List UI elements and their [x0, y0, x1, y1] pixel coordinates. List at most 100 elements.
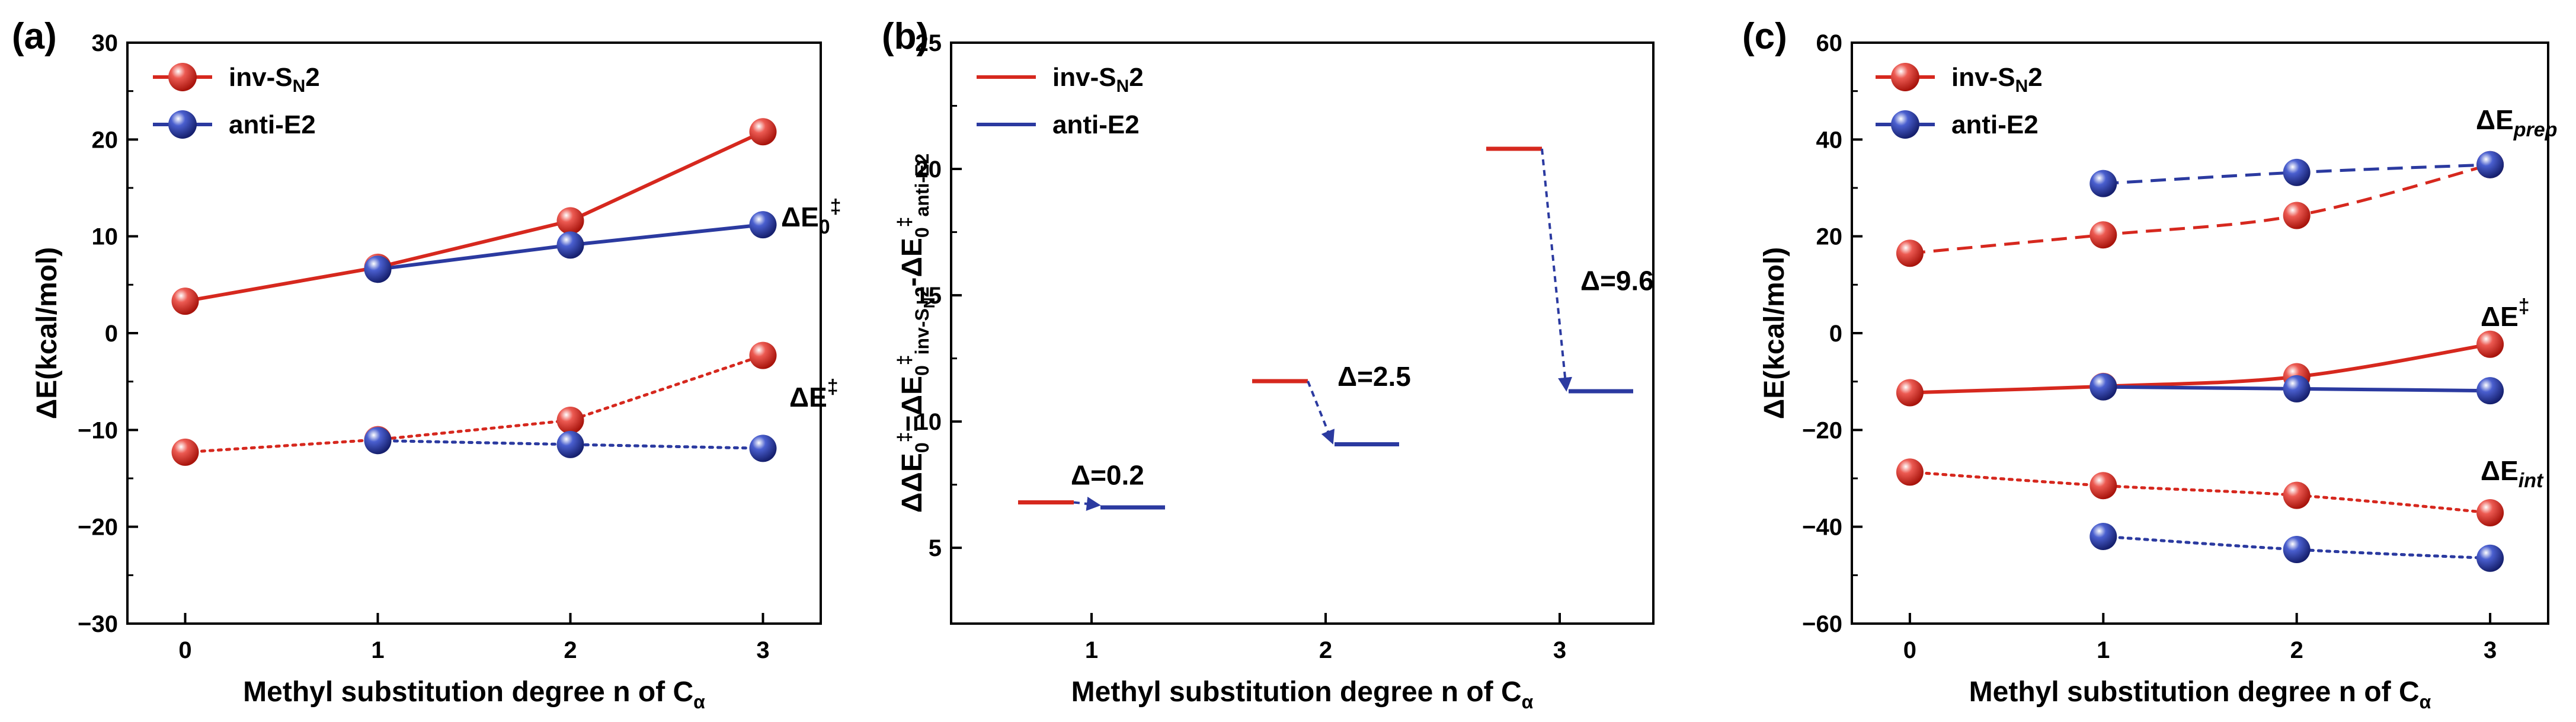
- legend-label-suffix: 2: [2028, 63, 2042, 92]
- data-point: [2283, 481, 2311, 509]
- x-tick-label: 2: [2290, 637, 2303, 663]
- annotation-sub: 0: [819, 216, 830, 238]
- legend-label-main: anti-E2: [1951, 110, 2039, 139]
- data-point: [364, 255, 392, 283]
- y-axis-title: ΔE(kcal/mol): [1759, 247, 1790, 420]
- x-axis-title-sub: α: [693, 691, 705, 713]
- legend-label-main: inv-S: [1951, 63, 2015, 92]
- y-axis-title-part: ‡: [894, 217, 915, 228]
- legend-label-main: anti-E2: [1052, 110, 1140, 139]
- data-point: [2283, 202, 2311, 229]
- data-point: [2476, 544, 2504, 572]
- series-annotation: ΔE‡: [789, 376, 839, 413]
- annotation-main: ΔE: [2481, 301, 2519, 332]
- legend-marker: [168, 110, 197, 139]
- delta-label: Δ=9.6: [1580, 266, 1654, 296]
- annotation-sub: int: [2519, 469, 2544, 492]
- x-tick-label: 3: [2484, 637, 2497, 663]
- legend-label-main: anti-E2: [229, 110, 316, 139]
- y-tick-label: −60: [1802, 611, 1842, 637]
- legend-label-sub: N: [293, 76, 306, 96]
- data-point: [2089, 221, 2117, 249]
- series-line: [184, 130, 764, 304]
- data-point: [749, 118, 777, 146]
- x-tick-label: 1: [2097, 637, 2110, 663]
- legend-label-main: inv-S: [229, 63, 293, 92]
- y-tick-label: 20: [1816, 224, 1843, 250]
- annotation-main: ΔE: [781, 202, 819, 232]
- data-point: [1896, 239, 1924, 267]
- x-axis-title: Methyl substitution degree n of Cα: [1969, 676, 2431, 713]
- legend-label: anti-E2: [1052, 110, 1140, 139]
- y-tick-label: 20: [916, 156, 942, 183]
- level-arrow: [1541, 148, 1573, 392]
- y-axis-title-part: 0: [911, 365, 933, 376]
- legend-label-sub: N: [1116, 76, 1129, 96]
- x-tick-label: 2: [1319, 637, 1332, 663]
- y-tick-label: 10: [92, 224, 119, 250]
- y-axis-title-part: 0: [911, 227, 933, 238]
- legend-marker: [1891, 63, 1919, 91]
- y-axis-title-part: ‡: [894, 354, 915, 365]
- y-tick-label: 40: [1816, 127, 1843, 153]
- y-tick-label: 30: [92, 30, 119, 56]
- annotation-main: ΔE: [789, 382, 827, 413]
- data-point: [1896, 379, 1924, 407]
- data-point: [171, 287, 199, 315]
- y-tick-label: −30: [78, 611, 118, 637]
- data-point: [2089, 523, 2117, 550]
- data-point: [2476, 330, 2504, 358]
- y-tick-label: −20: [78, 515, 118, 541]
- panel-c: (c) 0 1 2 3 −60 −40 −20 0 20 40 60 Methyl substituti…: [1742, 16, 2557, 713]
- data-point: [749, 211, 777, 239]
- x-axis-title-main: Methyl substitution degree n of C: [1071, 676, 1522, 708]
- y-axis-title-part: anti-E2: [911, 154, 933, 217]
- delta-label: Δ=0.2: [1071, 459, 1144, 490]
- y-tick-label: 0: [105, 321, 118, 347]
- annotation-sup: ‡: [2519, 295, 2530, 318]
- legend-label: anti-E2: [1951, 110, 2039, 139]
- legend-label: anti-E2: [229, 110, 316, 139]
- legend-marker: [1891, 110, 1919, 139]
- y-tick-label: 15: [916, 283, 942, 309]
- y-axis-title-part: inv-S: [911, 308, 933, 354]
- data-point: [2476, 151, 2504, 178]
- series-line: [1908, 470, 2492, 515]
- x-axis-title: Methyl substitution degree n of Cα: [243, 676, 705, 713]
- x-tick-label: 0: [1903, 637, 1916, 663]
- data-point: [556, 207, 584, 235]
- series-line: [1909, 163, 2491, 255]
- y-tick-label: 0: [1829, 321, 1842, 347]
- x-axis-title-sub: α: [1522, 691, 1534, 713]
- y-tick-label: −10: [78, 417, 118, 443]
- data-point: [556, 231, 584, 259]
- level-arrow: [1307, 381, 1335, 445]
- y-tick-label: 60: [1816, 30, 1843, 56]
- legend-marker: [168, 63, 197, 91]
- x-axis-title-sub: α: [2420, 691, 2431, 713]
- data-point: [2089, 472, 2117, 500]
- y-tick-label: 5: [929, 535, 942, 561]
- y-axis-title-part: ‡: [894, 432, 915, 443]
- y-axis-title: ΔΔE0‡=ΔE0‡inv-SN2-ΔE0‡anti-E2: [894, 154, 938, 513]
- series-annotation: ΔE‡: [2481, 295, 2530, 332]
- data-point: [556, 430, 584, 458]
- annotation-main: ΔE: [2476, 104, 2514, 135]
- data-point: [2283, 158, 2311, 186]
- legend-label-main: inv-S: [1052, 63, 1116, 92]
- panel-label: (c): [1742, 16, 1787, 57]
- legend-label: inv-SN2: [1052, 63, 1144, 96]
- x-axis-title: Methyl substitution degree n of Cα: [1071, 676, 1534, 713]
- legend-label-sub: N: [2015, 76, 2028, 96]
- y-axis-title-part: ΔΔE: [897, 453, 928, 513]
- annotation-main: ΔE: [2481, 455, 2519, 486]
- x-tick-label: 1: [1085, 637, 1098, 663]
- x-tick-label: 0: [178, 637, 191, 663]
- series-annotation: ΔEprep: [2476, 104, 2557, 141]
- data-point: [2476, 377, 2504, 405]
- data-point: [364, 427, 392, 455]
- data-point: [749, 341, 777, 369]
- y-tick-label: −20: [1802, 417, 1842, 443]
